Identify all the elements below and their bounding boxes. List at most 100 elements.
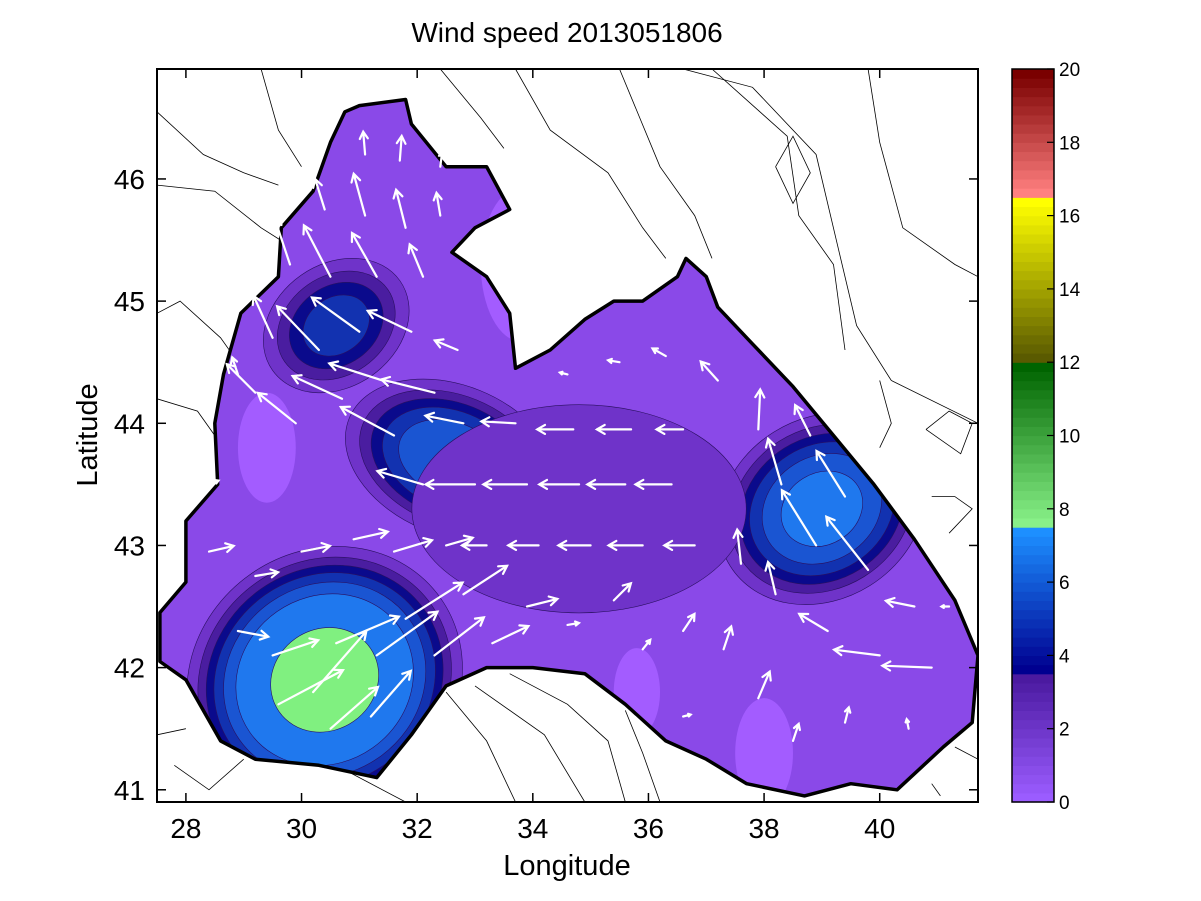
land-contour xyxy=(619,69,713,259)
colorbar-swatch xyxy=(1012,728,1054,739)
land-contour xyxy=(347,771,406,802)
colorbar-swatch xyxy=(1012,151,1054,162)
y-axis: 41 42 43 44 45 46 xyxy=(114,164,978,806)
wind-vector xyxy=(757,669,772,700)
map-plot-area xyxy=(157,69,978,802)
wind-vector xyxy=(556,539,592,551)
colorbar-swatch xyxy=(1012,343,1054,354)
wind-vector xyxy=(491,624,531,645)
wind-vector xyxy=(633,478,673,490)
colorbar-swatch xyxy=(1012,545,1054,556)
land-contour xyxy=(711,69,846,351)
x-tick-label: 32 xyxy=(402,813,433,844)
wind-vector xyxy=(797,612,829,633)
wind-vector xyxy=(479,416,517,428)
wind-vector xyxy=(423,411,465,425)
colorbar-swatch xyxy=(1012,783,1054,794)
colorbar-swatch xyxy=(1012,646,1054,656)
wind-vector xyxy=(379,375,436,394)
x-tick-label: 30 xyxy=(286,813,317,844)
colorbar-swatch xyxy=(1012,178,1054,189)
wind-vector xyxy=(225,362,257,394)
wind-vector xyxy=(505,539,540,551)
wind-vector xyxy=(662,539,696,551)
wind-vector xyxy=(395,133,407,162)
colorbar-tick-label: 6 xyxy=(1059,573,1070,594)
colorbar-swatch xyxy=(1012,334,1054,345)
colorbar-swatch xyxy=(1012,618,1054,629)
coastline xyxy=(158,97,978,798)
wind-vector xyxy=(880,660,933,672)
colorbar-swatch xyxy=(1012,325,1054,336)
colorbar-swatch xyxy=(1012,701,1054,711)
wind-vector xyxy=(904,717,911,730)
calm-area xyxy=(237,392,296,503)
colorbar-swatch xyxy=(1012,774,1054,785)
wind-vector xyxy=(557,370,569,376)
wind-vector xyxy=(432,338,459,352)
colorbar-swatch xyxy=(1012,224,1054,235)
wind-vector xyxy=(369,669,413,718)
colorbar-swatch xyxy=(1012,527,1054,537)
plot-frame xyxy=(156,68,979,803)
colorbar-swatch xyxy=(1012,243,1054,253)
colorbar-swatch xyxy=(1012,69,1054,79)
wind-vector xyxy=(612,581,633,602)
colorbar-tick-label: 0 xyxy=(1059,793,1070,814)
wind-vector xyxy=(350,231,378,278)
wind-vector xyxy=(300,541,333,553)
colorbar-swatch xyxy=(1012,206,1054,217)
wind-vector xyxy=(682,612,696,633)
wind-vector xyxy=(338,405,396,437)
wind-vector xyxy=(375,610,440,657)
wind-vector xyxy=(764,436,783,486)
colorbar-swatch xyxy=(1012,673,1054,684)
colorbar-swatch xyxy=(1012,380,1054,391)
colorbar-swatch xyxy=(1012,389,1054,400)
colorbar-swatch xyxy=(1012,261,1054,272)
wind-vector xyxy=(254,568,281,579)
land-contour xyxy=(509,673,626,802)
wind-vector xyxy=(329,685,380,730)
colorbar-swatch xyxy=(1012,453,1054,464)
wind-vector xyxy=(423,478,477,490)
wind-vector xyxy=(251,294,274,339)
colorbar-swatch xyxy=(1012,637,1054,647)
wind-vector xyxy=(392,187,407,229)
colorbar-swatch xyxy=(1012,133,1054,143)
wind-vector xyxy=(256,391,297,425)
colorbar-tick-label: 2 xyxy=(1059,720,1070,741)
wind-vector xyxy=(606,539,644,551)
colorbar-swatch xyxy=(1012,609,1054,620)
colorbar-swatch xyxy=(1012,765,1054,776)
colorbar-swatch xyxy=(1012,572,1054,583)
colorbar-swatch xyxy=(1012,536,1054,547)
colorbar xyxy=(1012,69,1054,803)
wind-vector xyxy=(843,705,852,724)
wind-vector xyxy=(682,712,693,718)
wind-vector xyxy=(207,479,221,486)
wind-vector xyxy=(365,309,413,333)
wind-vector xyxy=(335,614,401,645)
colorbar-swatch xyxy=(1012,737,1054,748)
colorbar-swatch xyxy=(1012,371,1054,382)
colorbar-swatch xyxy=(1012,664,1054,675)
land-contour xyxy=(931,496,973,534)
calm-area xyxy=(735,698,793,796)
wind-vector xyxy=(277,668,345,706)
colorbar-swatch xyxy=(1012,582,1054,592)
wind-vector xyxy=(641,638,652,651)
colorbar-swatch xyxy=(1012,233,1054,244)
y-tick-label: 44 xyxy=(114,408,145,439)
wind-vector xyxy=(459,540,488,551)
x-tick-label: 28 xyxy=(170,813,201,844)
wind-vector xyxy=(594,423,633,435)
speed-contour-band xyxy=(411,404,747,614)
colorbar-swatch xyxy=(1012,462,1054,473)
colorbar-swatch xyxy=(1012,710,1054,721)
wind-vector xyxy=(207,542,236,553)
colorbar-swatch xyxy=(1012,398,1054,409)
wind-vector xyxy=(271,637,321,657)
colorbar-swatch xyxy=(1012,756,1054,766)
wind-vector xyxy=(780,488,818,547)
